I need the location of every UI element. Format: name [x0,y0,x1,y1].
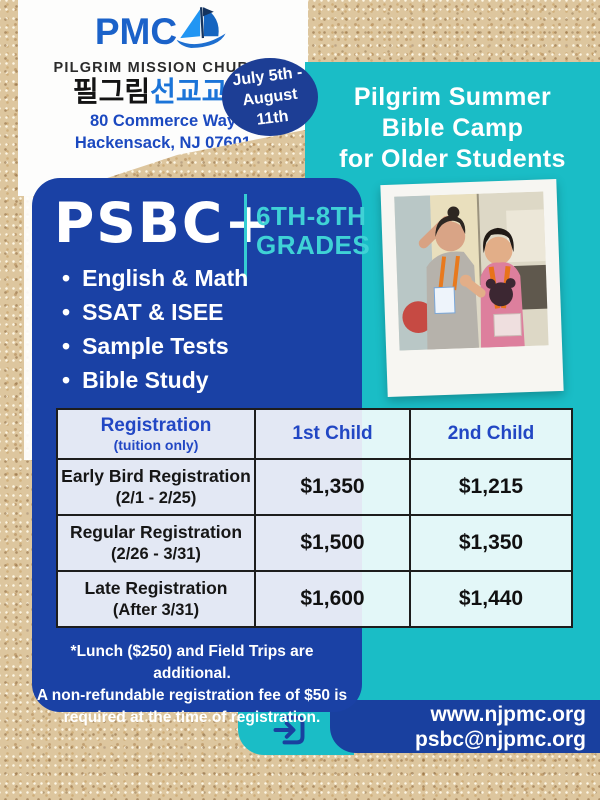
row-label: Regular Registration (2/26 - 3/31) [56,514,256,572]
website-link[interactable]: www.njpmc.org [430,702,586,726]
sailboat-icon [176,7,226,49]
program-bullet-list: English & Math SSAT & ISEE Sample Tests … [62,266,248,402]
enter-arrow-icon[interactable] [271,712,307,748]
table-row: Early Bird Registration (2/1 - 2/25) $1,… [56,458,573,516]
church-logo: PMC [18,7,308,56]
table-header-row: Registration (tuition only) 1st Child 2n… [56,408,573,460]
price-second-child: $1,215 [409,458,573,516]
church-name-english: PILGRIM MISSION CHURCH [53,60,273,76]
header-second-child: 2nd Child [409,408,573,460]
footnote: *Lunch ($250) and Field Trips are additi… [36,643,348,726]
price-second-child: $1,440 [409,570,573,628]
table-row: Late Registration (After 3/31) $1,600 $1… [56,570,573,628]
price-first-child: $1,500 [254,514,411,572]
list-item: Bible Study [62,368,248,392]
price-first-child: $1,600 [254,570,411,628]
contact-bar: www.njpmc.org psbc@njpmc.org [330,700,600,753]
pmc-logo-text: PMC [94,11,178,52]
date-badge-text: July 5th - August 11th [231,63,304,129]
vertical-divider [244,194,247,286]
date-badge: July 5th - August 11th [222,58,318,136]
camp-photo [380,178,564,398]
white-edge-sliver [24,140,33,460]
grades-label: 6TH-8TH GRADES [256,201,371,260]
camp-photo-illustration [394,191,549,351]
list-item: SSAT & ISEE [62,300,248,324]
price-first-child: $1,350 [254,458,411,516]
list-item: Sample Tests [62,334,248,358]
pricing-table: Registration (tuition only) 1st Child 2n… [56,408,573,628]
row-label: Early Bird Registration (2/1 - 2/25) [56,458,256,516]
header-registration: Registration (tuition only) [56,408,256,460]
email-link[interactable]: psbc@njpmc.org [415,727,586,751]
row-label: Late Registration (After 3/31) [56,570,256,628]
flyer-title: Pilgrim Summer Bible Camp for Older Stud… [339,83,566,173]
price-second-child: $1,350 [409,514,573,572]
header-first-child: 1st Child [254,408,411,460]
list-item: English & Math [62,266,248,290]
table-row: Regular Registration (2/26 - 3/31) $1,50… [56,514,573,572]
program-name: PSBC+ [54,191,273,255]
